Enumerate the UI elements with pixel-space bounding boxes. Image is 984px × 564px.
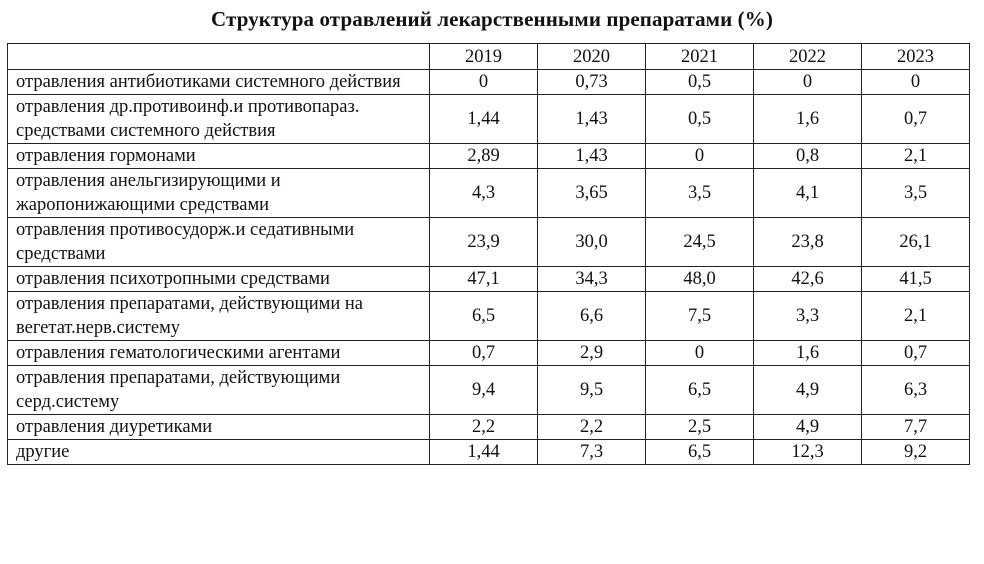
row-label: отравления др.противоинф.и противопараз.… <box>7 94 430 144</box>
value-cell: 0,8 <box>753 143 862 169</box>
value-cell: 23,8 <box>753 217 862 267</box>
value-cell: 0 <box>429 69 538 95</box>
table-row: отравления психотропными средствами 47,1… <box>7 266 970 292</box>
table-row: отравления гормонами 2,89 1,43 0 0,8 2,1 <box>7 143 970 169</box>
value-cell: 12,3 <box>753 439 862 465</box>
value-cell: 2,2 <box>429 414 538 440</box>
header-year-2023: 2023 <box>861 43 970 70</box>
table-row: отравления препаратами, действующими на … <box>7 291 970 341</box>
value-cell: 6,5 <box>645 439 754 465</box>
value-cell: 48,0 <box>645 266 754 292</box>
value-cell: 9,4 <box>429 365 538 415</box>
table-row: отравления гематологическими агентами 0,… <box>7 340 970 366</box>
value-cell: 1,43 <box>537 143 646 169</box>
table-row: отравления антибиотиками системного дейс… <box>7 69 970 95</box>
poisoning-structure-table: 2019 2020 2021 2022 2023 отравления анти… <box>7 43 970 465</box>
value-cell: 34,3 <box>537 266 646 292</box>
value-cell: 0 <box>861 69 970 95</box>
value-cell: 0 <box>645 143 754 169</box>
value-cell: 0,73 <box>537 69 646 95</box>
value-cell: 26,1 <box>861 217 970 267</box>
value-cell: 41,5 <box>861 266 970 292</box>
value-cell: 3,3 <box>753 291 862 341</box>
value-cell: 0,7 <box>861 94 970 144</box>
value-cell: 42,6 <box>753 266 862 292</box>
value-cell: 24,5 <box>645 217 754 267</box>
row-label: отравления анельгизирующими и жаропонижа… <box>7 168 430 218</box>
value-cell: 0,7 <box>861 340 970 366</box>
value-cell: 9,5 <box>537 365 646 415</box>
value-cell: 3,5 <box>645 168 754 218</box>
row-label: отравления психотропными средствами <box>7 266 430 292</box>
row-label: отравления гематологическими агентами <box>7 340 430 366</box>
value-cell: 4,9 <box>753 414 862 440</box>
table-row: отравления противосудорж.и седативными с… <box>7 217 970 267</box>
table-header-row: 2019 2020 2021 2022 2023 <box>7 43 970 70</box>
value-cell: 6,6 <box>537 291 646 341</box>
row-label: отравления противосудорж.и седативными с… <box>7 217 430 267</box>
value-cell: 6,5 <box>645 365 754 415</box>
value-cell: 1,44 <box>429 439 538 465</box>
value-cell: 6,5 <box>429 291 538 341</box>
value-cell: 4,1 <box>753 168 862 218</box>
value-cell: 2,1 <box>861 291 970 341</box>
value-cell: 2,9 <box>537 340 646 366</box>
value-cell: 47,1 <box>429 266 538 292</box>
value-cell: 3,5 <box>861 168 970 218</box>
header-year-2019: 2019 <box>429 43 538 70</box>
header-corner-cell <box>7 43 430 70</box>
table-row: отравления др.противоинф.и противопараз.… <box>7 94 970 144</box>
value-cell: 30,0 <box>537 217 646 267</box>
value-cell: 1,43 <box>537 94 646 144</box>
table-row: отравления анельгизирующими и жаропонижа… <box>7 168 970 218</box>
value-cell: 7,5 <box>645 291 754 341</box>
value-cell: 6,3 <box>861 365 970 415</box>
value-cell: 1,44 <box>429 94 538 144</box>
table-row: другие 1,44 7,3 6,5 12,3 9,2 <box>7 439 970 465</box>
row-label: отравления антибиотиками системного дейс… <box>7 69 430 95</box>
value-cell: 2,5 <box>645 414 754 440</box>
value-cell: 2,2 <box>537 414 646 440</box>
table-row: отравления препаратами, действующими сер… <box>7 365 970 415</box>
value-cell: 0,5 <box>645 69 754 95</box>
value-cell: 0 <box>645 340 754 366</box>
value-cell: 4,3 <box>429 168 538 218</box>
header-year-2021: 2021 <box>645 43 754 70</box>
value-cell: 2,1 <box>861 143 970 169</box>
row-label: отравления препаратами, действующими на … <box>7 291 430 341</box>
value-cell: 9,2 <box>861 439 970 465</box>
value-cell: 0 <box>753 69 862 95</box>
value-cell: 23,9 <box>429 217 538 267</box>
value-cell: 2,89 <box>429 143 538 169</box>
value-cell: 3,65 <box>537 168 646 218</box>
value-cell: 0,5 <box>645 94 754 144</box>
row-label: отравления препаратами, действующими сер… <box>7 365 430 415</box>
value-cell: 0,7 <box>429 340 538 366</box>
table-row: отравления диуретиками 2,2 2,2 2,5 4,9 7… <box>7 414 970 440</box>
value-cell: 1,6 <box>753 340 862 366</box>
value-cell: 7,7 <box>861 414 970 440</box>
table-title: Структура отравлений лекарственными преп… <box>211 7 773 31</box>
header-year-2020: 2020 <box>537 43 646 70</box>
row-label: другие <box>7 439 430 465</box>
value-cell: 7,3 <box>537 439 646 465</box>
value-cell: 1,6 <box>753 94 862 144</box>
header-year-2022: 2022 <box>753 43 862 70</box>
row-label: отравления диуретиками <box>7 414 430 440</box>
value-cell: 4,9 <box>753 365 862 415</box>
row-label: отравления гормонами <box>7 143 430 169</box>
